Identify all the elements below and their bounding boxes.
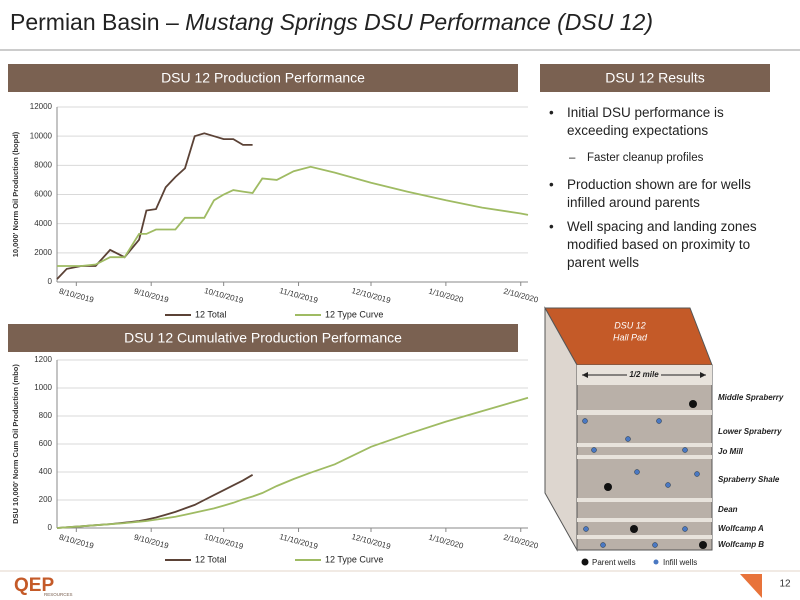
parent-well (604, 483, 612, 491)
legend-infill-icon (653, 559, 659, 565)
y-tick-label: 600 (39, 439, 53, 448)
layer-gap (577, 535, 712, 539)
layer-label: Wolfcamp A (718, 524, 764, 533)
x-tick-label: 8/10/2019 (58, 287, 95, 305)
legend-label: 12 Total (195, 309, 226, 319)
x-tick-label: 10/10/2019 (203, 286, 245, 305)
legend-label: 12 Type Curve (325, 554, 383, 564)
infill-well (583, 526, 589, 532)
layer-gap (577, 410, 712, 415)
x-tick-label: 12/10/2019 (351, 286, 393, 305)
chart-header (8, 324, 518, 352)
infill-well (652, 542, 658, 548)
title-text: Permian Basin – (10, 9, 185, 35)
y-tick-label: 6000 (34, 190, 52, 199)
chart-header (8, 64, 518, 92)
layer-label: Middle Spraberry (718, 393, 784, 402)
results-title: DSU 12 Results (605, 70, 705, 86)
x-tick-label: 11/10/2019 (278, 286, 319, 305)
layer-label: Lower Spraberry (718, 427, 782, 436)
logo-sub: RESOURCES (44, 592, 73, 597)
x-tick-label: 10/10/2019 (203, 532, 245, 551)
y-tick-label: 200 (39, 495, 53, 504)
y-tick-label: 800 (39, 411, 53, 420)
x-tick-label: 8/10/2019 (58, 533, 95, 551)
y-tick-label: 1000 (34, 383, 52, 392)
arrow-head (700, 372, 706, 378)
page-number: 12 (779, 579, 791, 590)
scale-label: 1/2 mile (629, 370, 659, 379)
layer-gap (577, 518, 712, 522)
legend-label: Infill wells (663, 558, 697, 567)
y-axis-label: DSU 10,000' Norm Cum Oil Production (mbo… (11, 364, 20, 524)
y-axis-label: 10,000' Norm Oil Production (bopd) (11, 131, 20, 257)
infill-well (665, 482, 671, 488)
well-diagram: DSU 12 Hall Pad 1/2 mile Middle Spraberr… (544, 306, 784, 567)
x-tick-label: 1/10/2020 (428, 287, 465, 305)
x-tick-label: 2/10/2020 (502, 533, 539, 551)
layer-label: Spraberry Shale (718, 475, 780, 484)
parent-well (699, 541, 707, 549)
results-header (540, 64, 770, 92)
sub-bullet: Faster cleanup profiles (569, 152, 703, 164)
y-tick-label: 1200 (34, 355, 52, 364)
legend-label: Parent wells (592, 558, 636, 567)
y-tick-label: 400 (39, 467, 53, 476)
x-tick-label: 9/10/2019 (133, 533, 170, 551)
scale-bg (627, 369, 661, 381)
y-tick-label: 10000 (30, 131, 53, 140)
y-tick-label: 2000 (34, 248, 52, 257)
chart-title: DSU 12 Production Performance (161, 70, 365, 86)
layer-gap (577, 443, 712, 447)
layer-label: Jo Mill (718, 447, 744, 456)
infill-well (625, 436, 631, 442)
chart-title: DSU 12 Cumulative Production Performance (124, 330, 402, 346)
pad-label: Hall Pad (613, 332, 648, 342)
layer-label: Wolfcamp B (718, 540, 764, 549)
pad-label: DSU 12 (614, 320, 646, 330)
arrow-head (582, 372, 588, 378)
infill-well (600, 542, 606, 548)
series-line (56, 132, 253, 280)
bullet: Production shown are for wells infilled … (549, 176, 777, 212)
x-tick-label: 11/10/2019 (278, 532, 319, 551)
infill-well (682, 447, 688, 453)
x-tick-label: 1/10/2020 (428, 533, 465, 551)
y-tick-label: 0 (48, 277, 53, 286)
bullet: Well spacing and landing zones modified … (549, 218, 777, 272)
x-tick-label: 9/10/2019 (133, 287, 170, 305)
series-line (57, 165, 529, 267)
slide-title: Permian Basin – Mustang Springs DSU Perf… (10, 9, 653, 35)
bullet: Initial DSU performance is exceeding exp… (549, 104, 777, 140)
title-italic: Mustang Springs DSU Performance (DSU 12) (185, 9, 653, 35)
layer-gap (577, 455, 712, 459)
y-tick-label: 12000 (30, 102, 53, 111)
series-line (56, 396, 529, 529)
legend-parent-icon (581, 558, 589, 566)
infill-well (634, 469, 640, 475)
y-tick-label: 8000 (34, 160, 52, 169)
parent-well (630, 525, 638, 533)
x-tick-label: 12/10/2019 (351, 532, 393, 551)
infill-well (682, 526, 688, 532)
parent-wells (604, 400, 707, 549)
x-tick-label: 2/10/2020 (502, 287, 539, 305)
infill-well (591, 447, 597, 453)
infill-wells (582, 418, 700, 548)
legend-label: 12 Type Curve (325, 309, 383, 319)
infill-well (582, 418, 588, 424)
parent-well (689, 400, 697, 408)
layer-gap (577, 498, 712, 502)
y-tick-label: 4000 (34, 219, 52, 228)
logo: QEP (14, 575, 54, 596)
legend-label: 12 Total (195, 554, 226, 564)
y-tick-label: 0 (48, 523, 53, 532)
layer-label: Dean (718, 505, 738, 514)
infill-well (694, 471, 700, 477)
page-accent (740, 574, 762, 598)
infill-well (656, 418, 662, 424)
